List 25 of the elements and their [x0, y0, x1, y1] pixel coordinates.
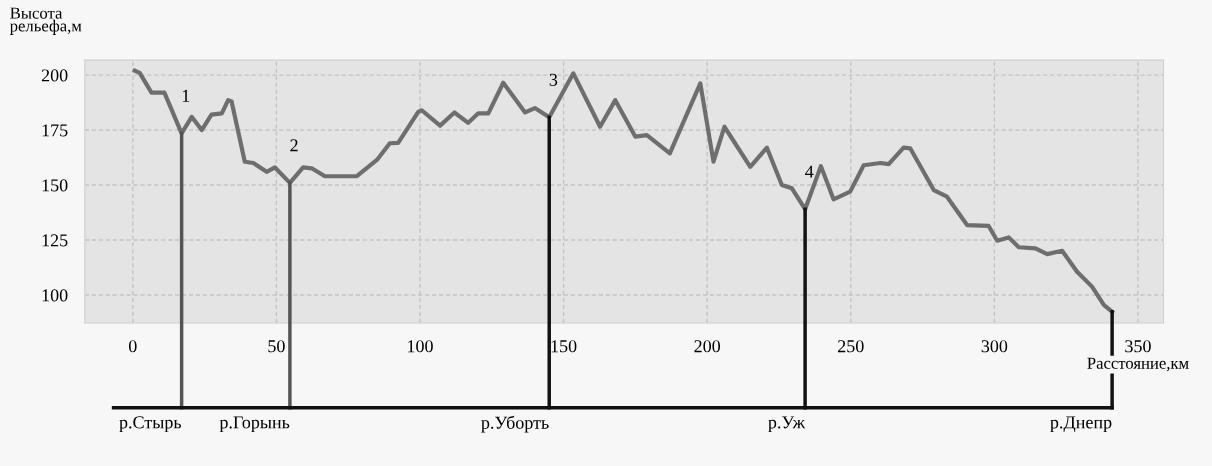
line-series	[132, 68, 1115, 314]
x-tick-label: 50	[268, 340, 285, 353]
y-tick-label: 100	[42, 289, 68, 302]
annotation: 3	[549, 73, 558, 86]
ref-line-label: р.Уж	[768, 416, 806, 433]
x-tick-label: 350	[1125, 340, 1151, 353]
x-tick-label: 200	[694, 340, 721, 353]
x-tick-label: 150	[551, 340, 577, 353]
y-tick-label: 175	[42, 124, 68, 137]
ref-line-label: р.Стырь	[119, 416, 182, 433]
x-tick-label: 250	[838, 340, 864, 353]
y-axis-title: Высота рельефа,м	[9, 7, 82, 35]
x-tick-label: 0	[128, 340, 137, 353]
y-tick-label: 125	[42, 234, 68, 247]
x-tick-label: 100	[408, 340, 433, 353]
ref-line-label: р.Горынь	[219, 416, 290, 433]
x-tick-label: 300	[981, 340, 1008, 353]
annotation: 4	[805, 165, 814, 178]
y-tick-label: 200	[41, 69, 68, 82]
annotation: 2	[290, 139, 298, 152]
x-axis-title: Расстояние,км	[1087, 357, 1189, 372]
annotation: 1	[182, 89, 190, 102]
ref-line-label: р.Днепр	[1050, 416, 1112, 433]
y-tick-label: 150	[42, 179, 68, 192]
ref-line-label: р.Уборть	[481, 415, 549, 433]
